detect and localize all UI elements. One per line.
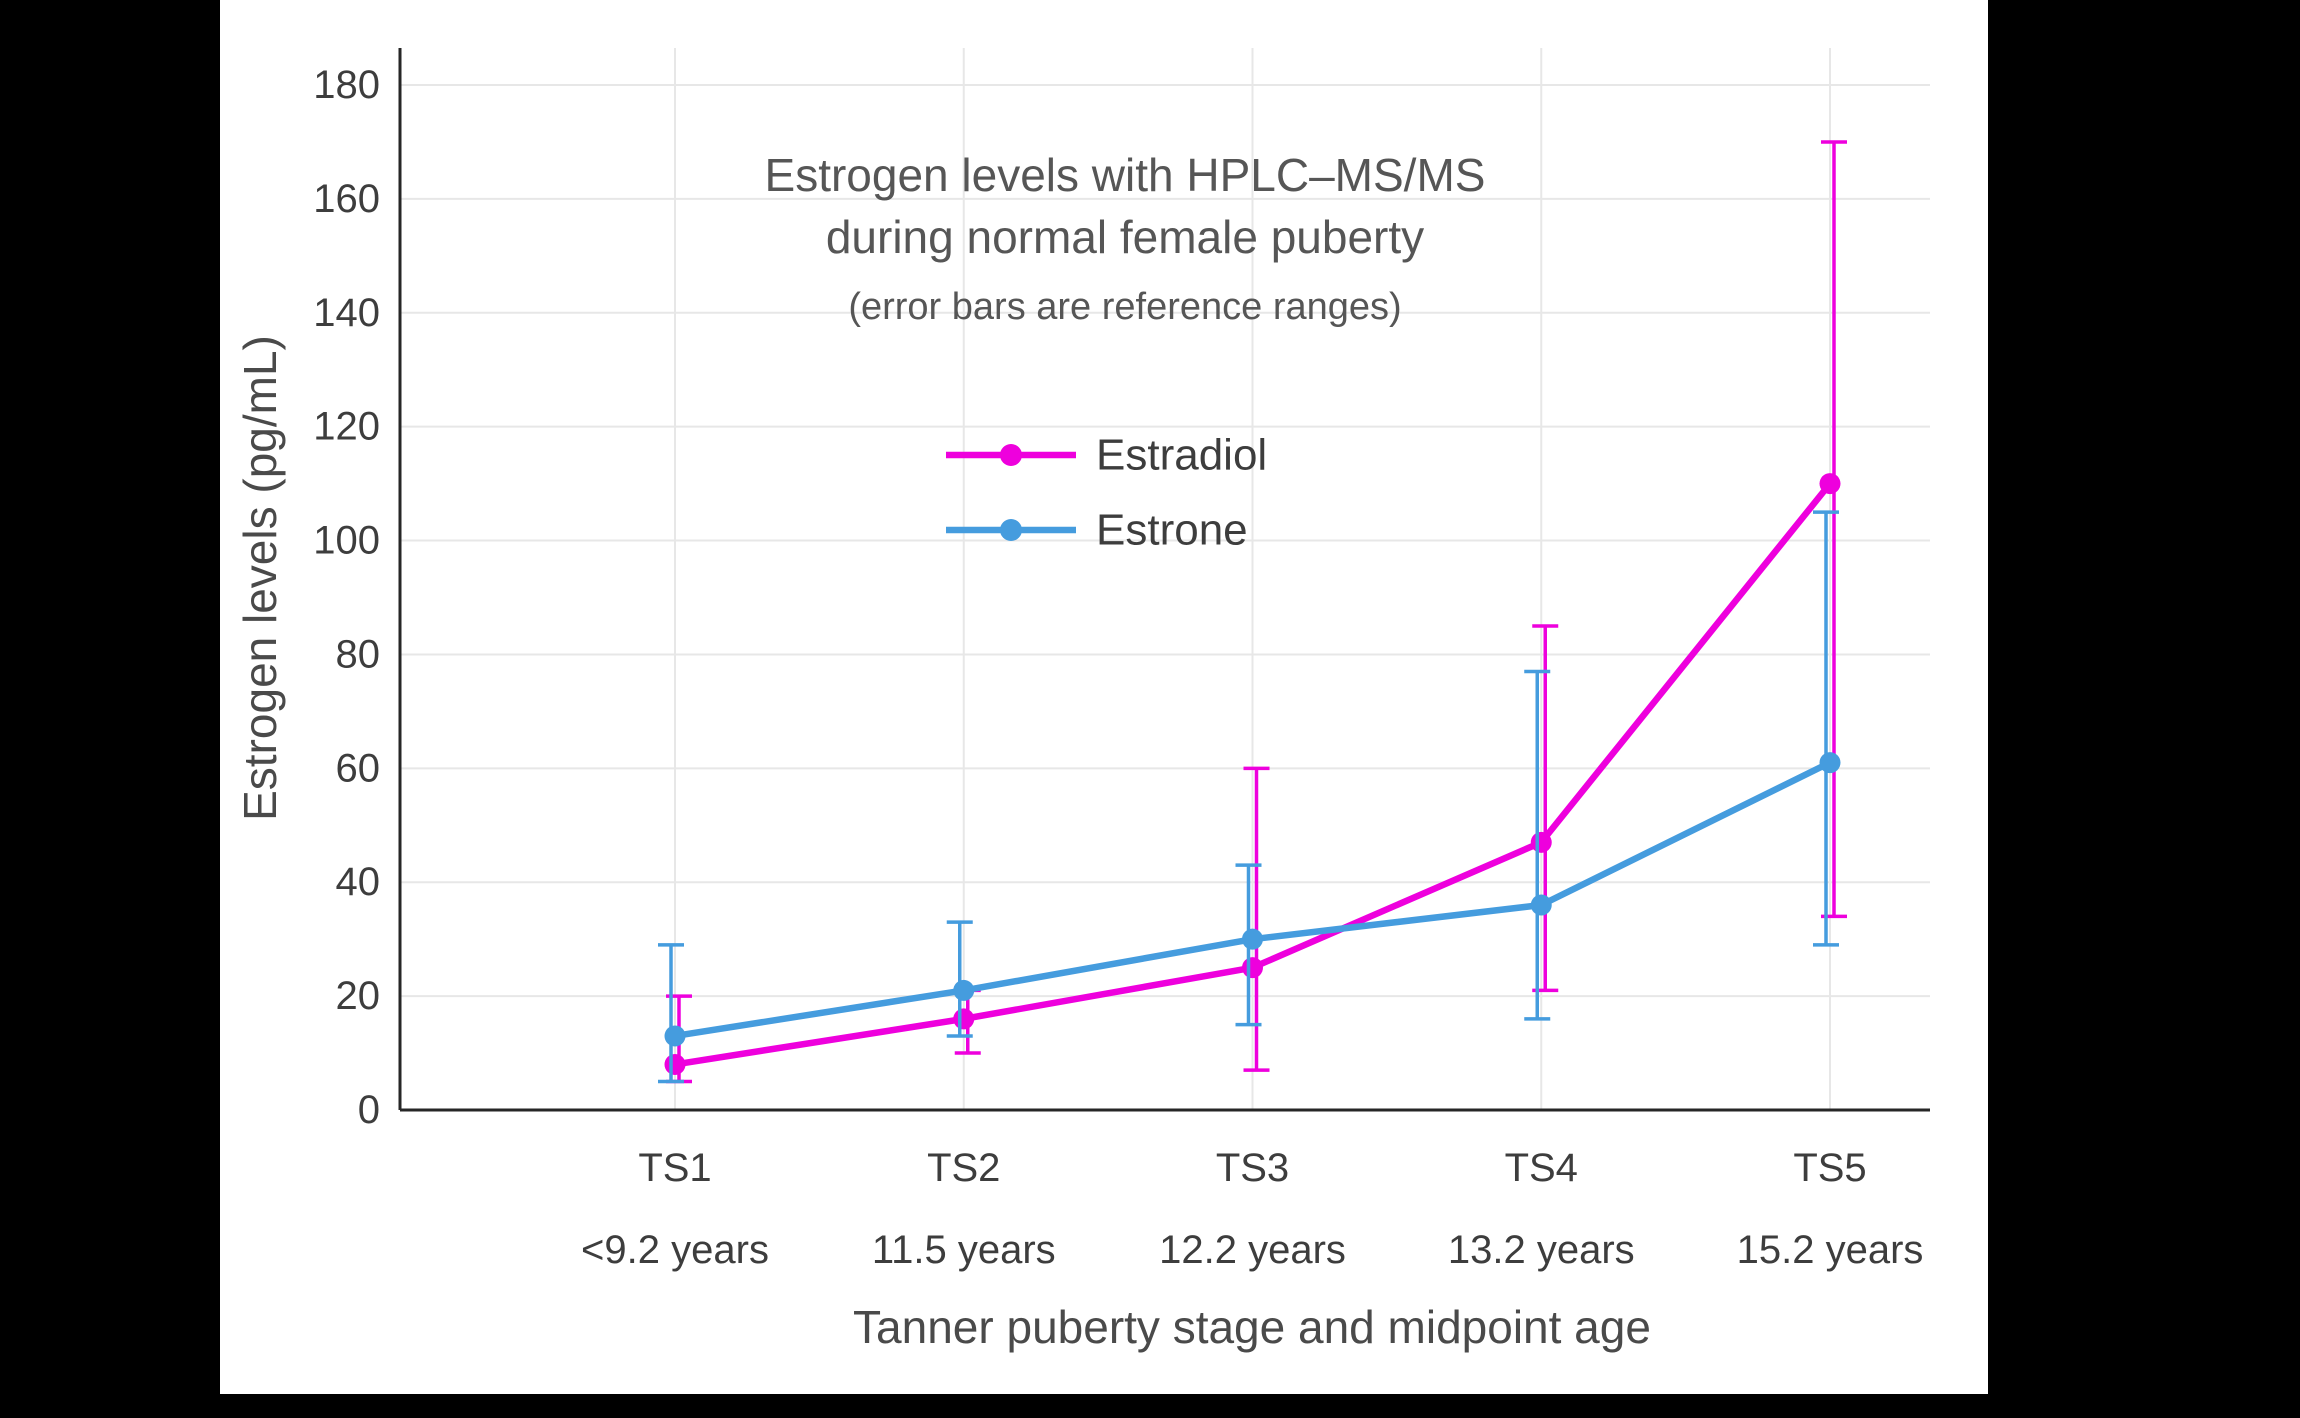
y-tick-label: 120 [313,405,380,449]
y-tick-label: 40 [336,860,381,904]
series-estrone [658,510,1841,1084]
legend-label: Estrone [1096,506,1248,555]
x-tick-label: TS4 [1505,1146,1578,1190]
x-tick-label: TS5 [1793,1146,1866,1190]
estrone-marker [664,1025,686,1047]
x-tick-sublabel: <9.2 years [581,1228,769,1272]
x-tick-label: TS2 [927,1146,1000,1190]
y-tick-label: 20 [336,974,381,1018]
legend-swatch-marker [1000,519,1022,541]
y-tick-label: 140 [313,291,380,335]
y-tick-label: 0 [358,1088,380,1132]
line-chart: 0 20 40 60 80 100 120 140 160 180 TS1 <9.2 years TS2… [313,48,1930,1272]
estrone-marker [1242,928,1263,950]
y-axis-title: Estrogen levels (pg/mL) [234,335,286,821]
estradiol-marker [1242,957,1263,979]
x-tick-label: TS3 [1216,1146,1289,1190]
estradiol-marker [1530,831,1552,853]
estradiol-marker [1819,473,1841,495]
y-tick-label: 60 [336,746,381,790]
estrone-marker [1530,894,1552,916]
legend-label: Estradiol [1096,431,1267,480]
y-tick-label: 100 [313,519,380,563]
chart-title-line2: during normal female puberty [825,211,1425,263]
series-estradiol [664,140,1847,1084]
x-tick-sublabel: 11.5 years [872,1228,1056,1272]
estrone-marker [953,979,975,1001]
y-tick-label: 80 [336,632,381,676]
estrone-marker [1819,752,1841,774]
chart-title-line1: Estrogen levels with HPLC–MS/MS [764,149,1486,201]
chart-subtitle: (error bars are reference ranges) [848,286,1402,328]
x-tick-sublabel: 15.2 years [1737,1228,1924,1272]
estradiol-marker [953,1008,975,1030]
x-axis-title: Tanner puberty stage and midpoint age [853,1301,1651,1353]
y-tick-label: 180 [313,63,380,107]
x-tick-sublabel: 12.2 years [1159,1228,1346,1272]
legend: Estradiol Estrone [946,431,1267,555]
legend-swatch-marker [1000,444,1022,466]
estradiol-marker [664,1053,686,1075]
x-tick-sublabel: 13.2 years [1448,1228,1635,1272]
y-tick-label: 160 [313,177,380,221]
x-tick-label: TS1 [638,1146,711,1190]
chart-panel: 0 20 40 60 80 100 120 140 160 180 TS1 <9.2 years TS2… [220,0,1988,1394]
gridlines [400,48,1930,1110]
